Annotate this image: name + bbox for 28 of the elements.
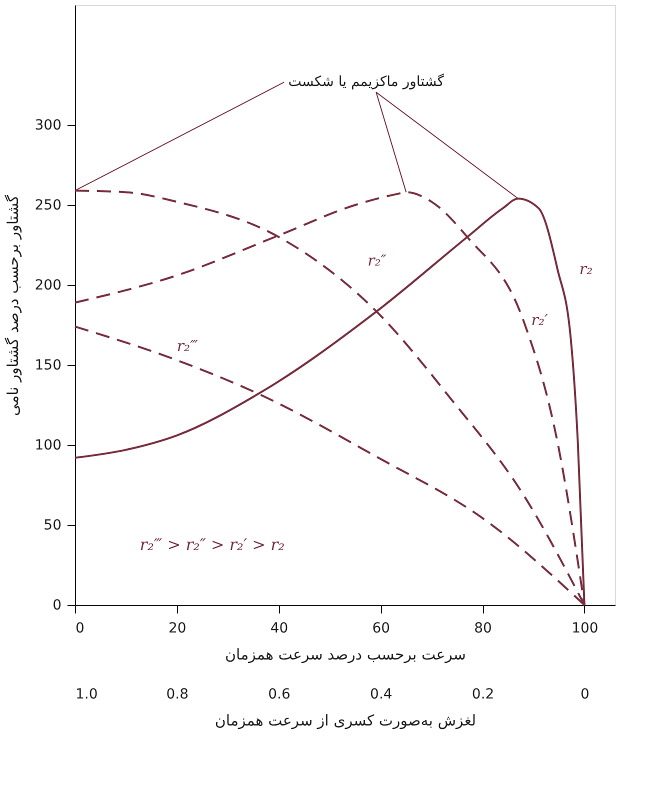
y-axis-title: گشتاور برحسب درصد گشتاور نامی	[4, 194, 22, 416]
y-tick-label: 0	[52, 598, 62, 614]
x2-tick-label: 0	[580, 686, 590, 702]
series-label: r₂	[579, 260, 593, 278]
x-tick-label: 40	[270, 620, 288, 636]
series-label: r₂‴	[176, 337, 198, 356]
x2-tick-label: 0.6	[268, 686, 290, 702]
x-tick-label: 20	[168, 620, 186, 636]
x-tick-label: 80	[474, 620, 492, 636]
y-tick-label: 50	[44, 518, 62, 534]
annotation: r₂‴ > r₂″ > r₂′ > r₂	[140, 535, 285, 554]
series-label: r₂″	[368, 252, 387, 270]
y-tick-label: 100	[34, 438, 62, 454]
x2-tick-label: 1.0	[76, 686, 98, 702]
y-tick-label: 200	[34, 278, 62, 294]
x-tick-label: 60	[372, 620, 390, 636]
x-tick-label: 100	[572, 620, 598, 636]
annotation: گشتاور ماکزیمم یا شکست	[288, 73, 444, 90]
x-axis-title: سرعت برحسب درصد سرعت همزمان	[225, 646, 466, 664]
x2-tick-label: 0.4	[370, 686, 392, 702]
x2-tick-label: 0.8	[166, 686, 189, 702]
series-label: r₂′	[531, 311, 548, 330]
x2-axis-title: لغزش به‌صورت کسری از سرعت همزمان	[214, 712, 476, 730]
y-tick-label: 300	[34, 118, 62, 134]
y-tick-label: 250	[34, 198, 62, 214]
y-tick-label: 150	[34, 358, 62, 374]
x2-tick-label: 0.2	[472, 686, 494, 702]
x-tick-label: 0	[76, 620, 84, 636]
